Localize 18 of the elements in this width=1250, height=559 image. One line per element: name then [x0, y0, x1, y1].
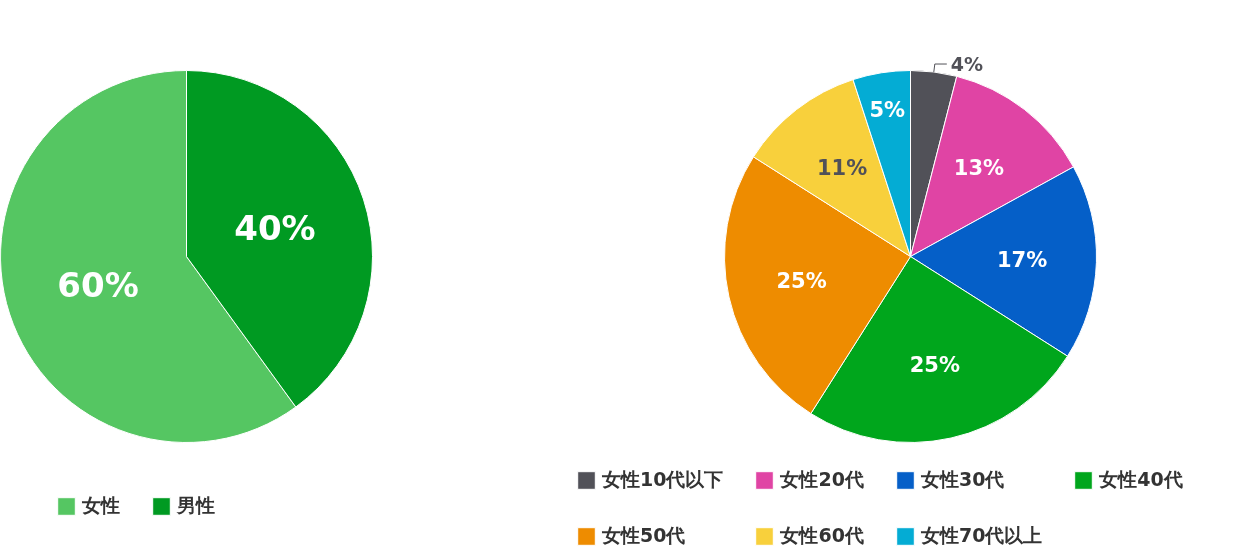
legend-label: 女性40代: [1099, 467, 1183, 492]
data-label: 60%: [57, 265, 139, 306]
data-label: 11%: [816, 156, 868, 181]
data-label: 25%: [776, 268, 827, 293]
legend-label: 女性30代: [920, 467, 1005, 492]
legend-label: 女性10代以下: [602, 467, 724, 492]
data-label: 25%: [909, 353, 960, 378]
data-label: 40%: [234, 207, 316, 248]
data-label: 4%: [950, 53, 984, 76]
legend-label: 女性20代: [780, 467, 864, 492]
legend-label: 男性: [177, 493, 215, 518]
data-label: 17%: [996, 248, 1048, 273]
legend-label: 女性70代以上: [920, 523, 1043, 548]
data-label: 5%: [869, 97, 906, 122]
legend-label: 女性60代: [780, 523, 864, 548]
legend-label: 女性50代: [602, 523, 686, 548]
data-label: 13%: [953, 156, 1005, 181]
legend-label: 女性: [82, 493, 120, 518]
